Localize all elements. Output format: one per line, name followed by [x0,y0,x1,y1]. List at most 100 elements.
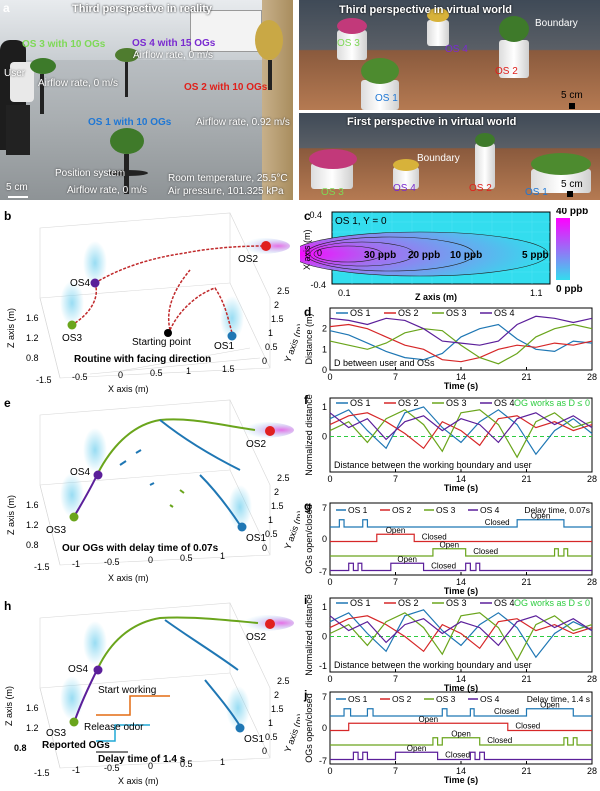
vr-bot-os1: OS 1 [525,187,548,198]
chart-i-legend-label: OS 4 [494,598,515,608]
chart-i-ytick: 1 [322,602,327,612]
chart-d-annotation: D between user and OSs [334,358,435,368]
svg-text:1: 1 [268,515,273,525]
chart-j-legend-label: OS 1 [348,694,368,704]
chart-j-xtick: 21 [521,766,531,776]
svg-text:-0.4: -0.4 [310,280,326,290]
chart-j-xlabel: Time (s) [444,775,478,785]
chart-d-series-3 [329,323,593,365]
chart-j-ylabel: OGs open/closed [304,693,314,763]
chart-g-closed-label: Closed [473,547,498,556]
panel-letter-i: i [304,593,307,607]
svg-text:X axis (m): X axis (m) [108,573,149,583]
svg-text:0.1: 0.1 [338,288,351,298]
svg-text:0.8: 0.8 [26,353,39,363]
svg-text:X axis (m): X axis (m) [118,776,159,786]
vr-top-boundary: Boundary [535,18,578,29]
chart-d-xtick: 21 [521,372,531,382]
vr-bot-title: First perspective in virtual world [347,116,517,128]
svg-text:0: 0 [148,555,153,565]
photo-position-airflow: Airflow rate, 0 m/s [67,185,148,196]
vr-top-title: Third perspective in virtual world [339,4,512,16]
chart-j-closed-label: Closed [445,750,470,759]
svg-text:-1: -1 [72,559,80,569]
chart-i-legend-label: OS 3 [446,598,467,608]
h-reported-ogs: Reported OGs [42,740,110,751]
colorbar-min: 0 ppb [556,284,583,295]
svg-text:1.5: 1.5 [222,364,235,374]
chart-g-series-1 [330,519,592,528]
chart-g-ytick: -7 [319,567,327,577]
photo-os4-airflow: Airflow rate, 0 m/s [133,50,214,61]
panel-letter-h: h [4,599,11,613]
svg-text:0.5: 0.5 [265,529,278,539]
plume-5ppb [300,231,549,277]
photo-os3-airflow: Airflow rate, 0 m/s [38,78,119,89]
chart-f-xtick: 28 [587,474,597,484]
chart-d-xtick: 7 [393,372,398,382]
panel-letter-c: c [304,209,311,223]
chart-f-series-1 [329,406,593,456]
chart-i-annotation: Distance between the working boundary an… [334,660,532,670]
chart-d-series-1 [329,323,593,361]
chart-g-legend-label: OS 2 [392,505,412,515]
plume-20ppb [309,241,415,267]
c-annotation: OS 1, Y = 0 [335,216,387,227]
chart-j-legend-label: OS 4 [480,694,500,704]
vr-top-os4: OS 4 [445,44,468,55]
b-os4-label: OS4 [70,278,90,289]
chart-g-annotation: Delay time, 0.07s [524,505,590,515]
svg-text:30 ppb: 30 ppb [364,250,396,261]
b-os3-label: OS3 [62,333,82,344]
chart-d: d 0 7 14 21 28 0 1 2 Time (s) Distance (m) OS 1 OS … [304,305,597,391]
chart-d-xtick: 28 [587,372,597,382]
panel-letter-e: e [4,396,11,410]
svg-text:-1.5: -1.5 [34,768,50,778]
svg-text:10 ppb: 10 ppb [450,250,482,261]
chart-j-open-label: Open [540,701,560,710]
b-os2-label: OS2 [238,254,258,265]
chart-i-ytick: -1 [319,661,327,671]
chart-g-legend-label: OS 3 [436,505,456,515]
starting-point-marker [164,329,172,337]
chart-j-ytick: -7 [319,756,327,766]
chart-j-series-4 [330,751,592,761]
svg-text:20 ppb: 20 ppb [408,250,440,261]
vr-bot-os2: OS 2 [469,183,492,194]
svg-text:5 ppb: 5 ppb [522,250,549,261]
photo-pressure: Air pressure, 101.325 kPa [168,186,284,197]
chart-g-closed-label: Closed [485,518,510,527]
svg-text:1: 1 [186,366,191,376]
chart-f-xlabel: Time (s) [444,483,478,493]
chart-g-open-label: Open [440,541,460,550]
chart-f-legend-label: OS 4 [494,398,515,408]
chart-g-closed-label: Closed [422,532,447,541]
chart-j-series-2 [330,722,592,732]
chart-j-closed-label: Closed [494,707,519,716]
photo-os4-label: OS 4 with 15 OGs [132,38,216,49]
vr-top-os3: OS 3 [337,38,360,49]
chart-i-legend-label: OS 2 [398,598,419,608]
photo-title: Third perspective in reality [72,3,212,15]
chart-f-series-4 [329,412,593,444]
chart-i-xtick: 0 [327,674,332,684]
chart-j-legend-label: OS 2 [392,694,412,704]
b-caption: Routine with facing direction [74,354,211,365]
chart-d-ytick: 2 [322,324,327,334]
reality-photo: a Third perspective in reality OS 3 with… [0,0,293,200]
chart-i-ylabel: Normalized distance [304,594,314,676]
svg-text:2: 2 [274,300,279,310]
chart-d-legend-label: OS 3 [446,308,467,318]
chart-j-open-label: Open [451,730,471,739]
svg-text:-1.5: -1.5 [36,375,52,385]
c-xlabel: Z axis (m) [415,292,457,302]
svg-text:1: 1 [268,718,273,728]
b-yaxis-label: Y axis (m) [282,322,300,363]
chart-g-series-2 [330,533,592,543]
svg-text:1.6: 1.6 [26,703,39,713]
svg-text:1.5: 1.5 [271,314,284,324]
chart-i-xtick: 14 [456,674,466,684]
chart-g-xtick: 21 [521,577,531,587]
svg-text:OS3: OS3 [46,728,66,739]
